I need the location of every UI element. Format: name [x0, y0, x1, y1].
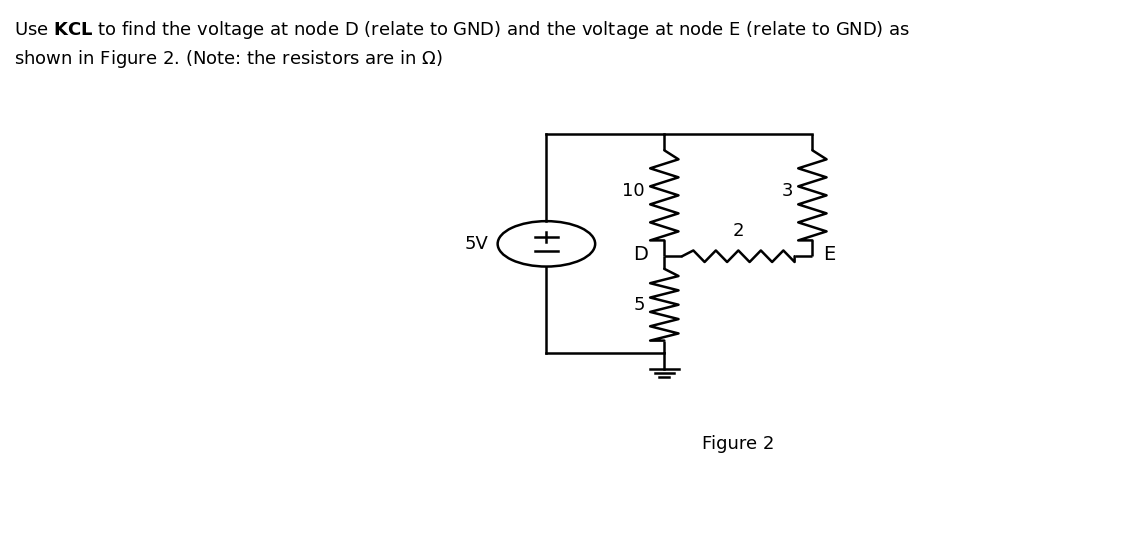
- Text: 3: 3: [781, 182, 793, 200]
- Text: 5: 5: [634, 296, 645, 314]
- Text: Figure 2: Figure 2: [702, 435, 774, 453]
- Text: E: E: [823, 244, 835, 264]
- Text: 2: 2: [732, 222, 744, 240]
- Text: Use $\mathbf{KCL}$ to find the voltage at node D (relate to GND) and the voltage: Use $\mathbf{KCL}$ to find the voltage a…: [14, 19, 909, 41]
- Text: shown in Figure 2. (Note: the resistors are in $\Omega$): shown in Figure 2. (Note: the resistors …: [14, 48, 443, 70]
- Text: 5V: 5V: [464, 235, 488, 253]
- Text: 10: 10: [622, 182, 645, 200]
- Text: D: D: [634, 244, 649, 264]
